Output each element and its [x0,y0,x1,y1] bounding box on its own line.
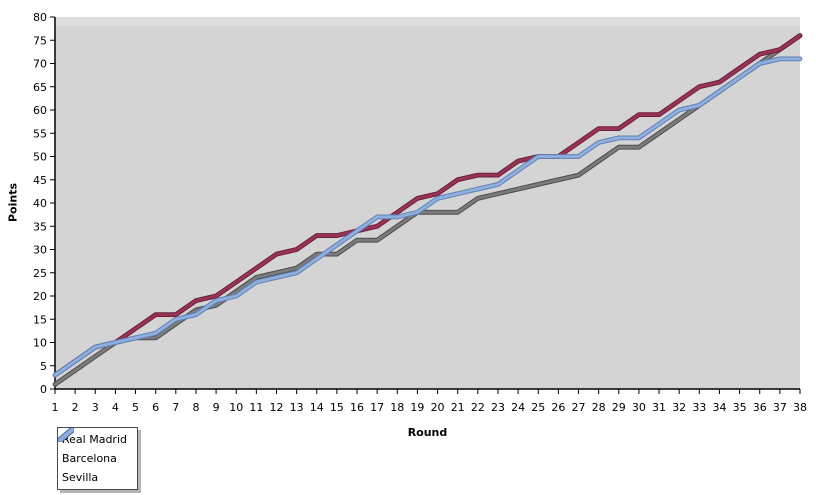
legend-label: Barcelona [62,452,117,465]
x-tick-label: 12 [269,401,283,414]
x-tick-label: 22 [471,401,485,414]
legend-item-barcelona: Barcelona [58,428,127,468]
x-axis-title: Round [407,426,448,439]
x-tick-label: 31 [652,401,666,414]
series-line-real-madrid [53,34,802,386]
y-tick-label: 35 [33,220,47,233]
x-tick-label: 4 [112,401,119,414]
y-tick-label: 70 [33,58,47,71]
x-tick-label: 21 [451,401,465,414]
y-tick-label: 10 [33,337,47,350]
x-axis-ticks: 1 2 3 4 5 6 7 8 9 10 11 12 13 14 15 16 17 18 19 20 21 22 23 24 2… [52,389,807,414]
x-tick-label: 8 [192,401,199,414]
y-tick-label: 65 [33,81,47,94]
y-tick-label: 25 [33,267,47,280]
x-tick-label: 37 [773,401,787,414]
y-tick-label: 0 [40,383,47,396]
x-tick-label: 13 [290,401,304,414]
x-tick-label: 5 [132,401,139,414]
x-tick-label: 34 [712,401,726,414]
x-tick-label: 27 [572,401,586,414]
y-axis-ticks: 0 5 10 15 20 25 30 35 40 45 50 55 60 65 70 75 80 [33,11,55,396]
y-tick-label: 30 [33,244,47,257]
x-tick-label: 24 [511,401,525,414]
x-tick-label: 9 [213,401,220,414]
x-tick-label: 23 [491,401,505,414]
x-tick-label: 17 [370,401,384,414]
y-tick-label: 55 [33,127,47,140]
x-tick-label: 30 [632,401,646,414]
x-tick-label: 7 [172,401,179,414]
x-tick-label: 28 [592,401,606,414]
x-tick-label: 1 [52,401,59,414]
sevilla-line-swatch-icon [58,428,74,442]
x-tick-label: 20 [431,401,445,414]
legend-label: Sevilla [62,471,99,484]
x-tick-label: 36 [753,401,767,414]
x-tick-label: 10 [229,401,243,414]
x-tick-label: 33 [692,401,706,414]
y-tick-label: 45 [33,174,47,187]
x-tick-label: 11 [249,401,263,414]
x-tick-label: 3 [92,401,99,414]
x-tick-label: 38 [793,401,807,414]
x-tick-label: 14 [310,401,324,414]
y-tick-label: 20 [33,290,47,303]
x-tick-label: 16 [350,401,364,414]
plot-area-top-sheen [55,17,800,26]
x-tick-label: 32 [672,401,686,414]
x-tick-label: 2 [72,401,79,414]
x-tick-label: 35 [733,401,747,414]
y-tick-label: 50 [33,151,47,164]
y-tick-label: 5 [40,360,47,373]
x-tick-label: 25 [531,401,545,414]
x-tick-label: 15 [330,401,344,414]
series-line-sevilla [53,57,802,377]
y-tick-label: 75 [33,34,47,47]
x-tick-label: 6 [152,401,159,414]
y-tick-label: 60 [33,104,47,117]
x-tick-label: 29 [612,401,626,414]
y-tick-label: 15 [33,313,47,326]
x-tick-label: 19 [410,401,424,414]
y-axis-title: Points [6,182,20,223]
x-tick-label: 26 [551,401,565,414]
y-tick-label: 80 [33,11,47,24]
legend: Real Madrid Barcelona Sevilla [57,427,138,490]
y-tick-label: 40 [33,197,47,210]
x-tick-label: 18 [390,401,404,414]
legend-item-sevilla: Sevilla [58,428,127,487]
legend-label: Real Madrid [62,433,127,446]
series-line-barcelona [53,34,802,377]
